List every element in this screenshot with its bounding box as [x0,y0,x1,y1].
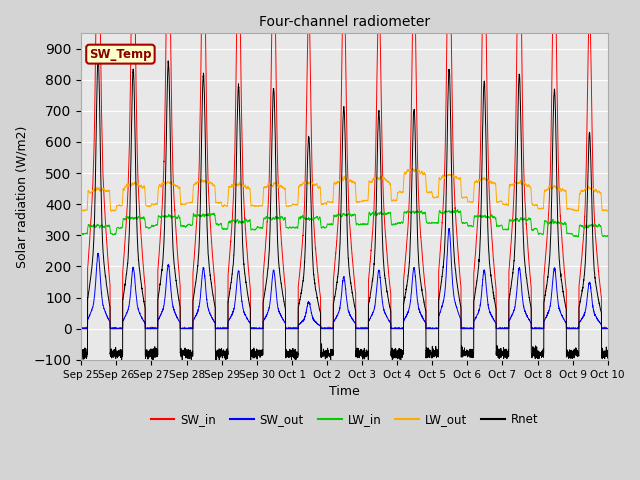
Rnet [94,54,102,60]
LW_in [449,207,456,213]
X-axis label: Time: Time [329,385,360,398]
SW_out [604,326,611,332]
Rnet [388,360,396,365]
Rnet [172,278,180,284]
LW_in [604,233,612,239]
Rnet [604,347,611,353]
LW_out [433,195,441,201]
LW_in [573,234,581,240]
SW_out [493,325,500,331]
SW_out [433,326,441,332]
Rnet [77,350,85,356]
SW_in [324,325,332,331]
LW_out [77,207,85,213]
Line: LW_out: LW_out [81,168,608,212]
SW_out [463,326,470,332]
SW_in [77,326,85,332]
SW_in [492,287,500,293]
LW_in [433,220,441,226]
LW_out [463,194,470,200]
SW_out [77,326,85,332]
Line: SW_in: SW_in [81,0,608,329]
LW_out [604,209,612,215]
Rnet [433,353,441,359]
SW_in [172,225,180,231]
Rnet [463,350,470,356]
LW_in [492,219,500,225]
LW_in [77,231,85,237]
SW_out [325,325,333,331]
SW_in [604,326,611,332]
LW_in [604,233,611,239]
LW_in [463,219,470,225]
SW_out [77,326,85,332]
Y-axis label: Solar radiation (W/m2): Solar radiation (W/m2) [15,125,28,267]
SW_in [604,326,612,332]
SW_out [172,312,180,317]
Line: Rnet: Rnet [81,57,608,362]
Line: LW_in: LW_in [81,210,608,237]
LW_out [409,166,417,171]
Legend: SW_in, SW_out, LW_in, LW_out, Rnet: SW_in, SW_out, LW_in, LW_out, Rnet [146,408,543,431]
LW_out [492,191,500,197]
LW_out [172,183,180,189]
LW_out [604,208,611,214]
Text: SW_Temp: SW_Temp [89,48,152,60]
SW_in [433,326,441,332]
Rnet [604,351,612,357]
Rnet [493,348,500,354]
Rnet [325,353,333,359]
SW_out [604,326,612,332]
SW_out [445,226,453,231]
SW_in [462,325,470,331]
LW_out [324,199,332,205]
LW_in [324,222,332,228]
Line: SW_out: SW_out [81,228,608,329]
LW_in [172,216,180,221]
Title: Four-channel radiometer: Four-channel radiometer [259,15,430,29]
